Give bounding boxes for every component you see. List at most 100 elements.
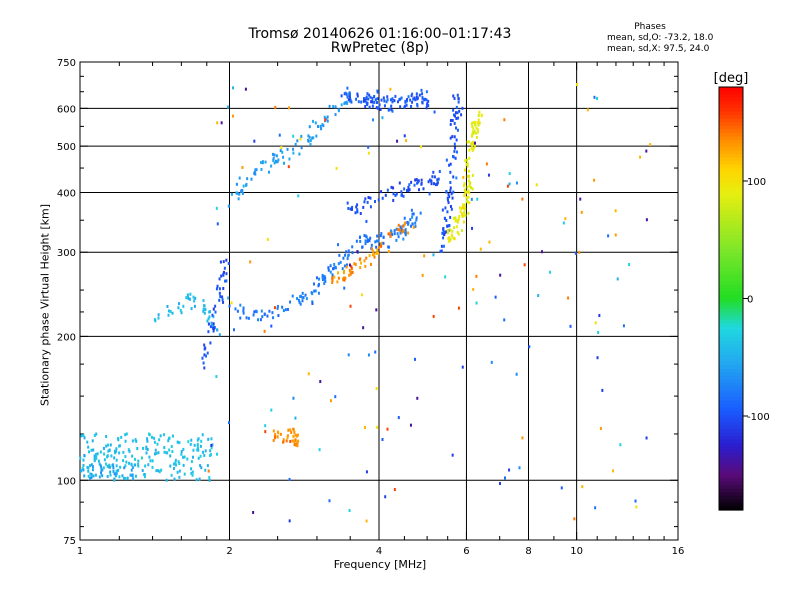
data-point [207,469,210,473]
data-point [390,185,393,189]
data-point [382,241,385,245]
data-point [569,324,572,328]
data-point [354,262,357,266]
data-point [190,307,193,311]
data-point [180,452,183,456]
colorbar-segment [719,425,743,430]
data-point [528,345,531,349]
data-point [403,104,406,108]
data-point [250,177,253,181]
data-point [297,194,300,198]
data-point [281,305,284,309]
data-point [391,109,394,113]
data-point [389,234,392,238]
data-point [210,446,213,450]
data-point [109,443,112,447]
data-point [371,104,374,108]
data-point [373,100,376,104]
data-point [411,212,414,216]
data-point [207,317,210,321]
colorbar-segment [719,443,743,448]
colorbar-segment [719,495,743,501]
data-point [599,427,602,431]
data-point [456,219,459,223]
data-point [292,434,295,438]
data-point [83,454,86,458]
data-point [235,182,238,186]
data-point [393,229,396,233]
colorbar-segment [719,298,743,303]
data-point [93,433,96,437]
colorbar-segment [719,326,743,331]
data-point [368,93,371,97]
data-point [645,149,648,153]
data-point [399,105,402,109]
data-point [457,306,460,310]
data-point [192,448,195,452]
data-point [227,296,230,300]
data-point [442,236,445,240]
colorbar-segment [719,309,743,314]
data-point [353,262,356,266]
data-point [273,306,276,310]
data-point [94,473,97,477]
data-point [117,436,120,440]
data-point [449,189,452,193]
data-point [109,470,112,474]
data-point [458,109,461,113]
data-point [146,439,149,443]
data-point [196,444,199,448]
data-point [183,455,186,459]
colorbar-segment [719,284,743,289]
data-point [309,138,312,142]
colorbar-segment [719,471,743,476]
data-point [91,439,94,443]
data-point [99,464,102,468]
data-point [239,303,242,307]
data-point [134,457,137,461]
data-point [81,466,84,470]
data-point [369,236,372,240]
data-point [476,130,479,134]
data-point [296,444,299,448]
colorbar-segment [719,305,743,310]
data-point [537,294,540,298]
data-point [377,239,380,243]
data-point [323,115,326,119]
data-point [158,438,161,442]
data-point [449,122,452,126]
data-point [105,434,108,438]
data-point [404,231,407,235]
data-point [461,206,464,210]
data-point [261,315,264,319]
data-point [387,108,390,112]
data-point [155,451,158,455]
data-point [339,260,342,264]
data-point [347,97,350,101]
data-point [135,439,138,443]
data-point [427,104,430,108]
data-point [365,519,368,523]
data-point [364,242,367,246]
data-point [203,304,206,308]
data-point [275,159,278,163]
data-point [212,326,215,330]
y-tick-label: 300 [57,248,76,259]
data-point [403,222,406,226]
data-point [169,309,172,313]
data-point [601,388,604,392]
colorbar-label: [deg] [714,71,749,86]
data-point [190,471,193,475]
data-point [321,278,324,282]
data-point [446,229,449,233]
data-point [476,127,479,131]
data-point [127,448,130,452]
data-point [124,433,127,437]
data-point [123,476,126,480]
data-point [223,266,226,270]
data-point [649,143,652,147]
data-point [308,125,311,129]
data-point [402,194,405,198]
colorbar-segment [719,453,743,458]
data-point [375,251,378,255]
